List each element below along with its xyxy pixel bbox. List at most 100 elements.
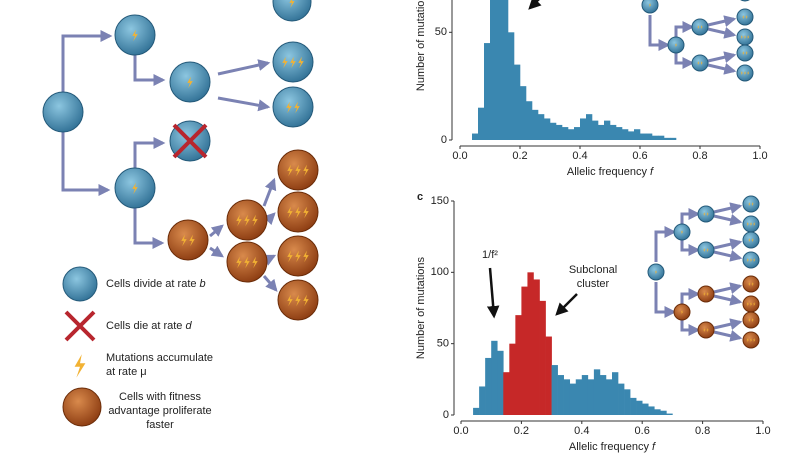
annotation-arrow [528,0,542,10]
bar [569,383,577,415]
mutation-bolt [252,214,258,227]
bar [664,137,671,140]
y-axis-label: Number of mutations [415,0,427,91]
inset-branch [680,208,701,224]
bar [520,86,527,140]
bar [654,409,661,415]
mutation-bolt [748,281,751,287]
mutation-bolt [703,327,706,333]
mutation-bolt [236,214,242,227]
mutation-bolt [706,247,709,253]
bar [490,0,497,140]
mutation-bolt [706,291,709,297]
mutation-bolt [287,164,293,177]
annotation: 1/f² [482,249,498,261]
mutation-bolt [654,269,658,275]
mutation-bolt [745,50,748,56]
mutation-bolt [303,294,309,307]
key-label: faster [146,419,174,431]
bar [586,114,593,140]
bar [508,32,515,140]
bar [544,118,551,140]
inset-branch [713,238,743,251]
mutation-bolt [648,2,652,8]
inset-branch [707,51,737,64]
bar [658,135,665,140]
cell [272,86,314,128]
branch [209,245,224,258]
inset-branch [680,320,701,336]
cell [697,205,715,223]
mutation-bolt [740,70,743,76]
y-tick-label: 0 [441,134,447,146]
mutation-bolt [748,201,751,207]
mutation-bolt [244,214,250,227]
key-text: Cells die at rate [106,320,185,332]
bar [497,350,504,415]
x-tick-label: 0.2 [512,150,527,162]
cell [691,54,709,72]
death-cross [64,310,96,342]
y-tick-label: 50 [437,338,449,350]
mutation-bolt [295,250,301,263]
branch [133,55,166,86]
bar [539,300,546,415]
inset-branch [680,288,701,304]
x-axis-label-text: Allelic frequency [567,166,650,178]
bar [563,379,571,415]
bar [550,122,557,140]
mutation-bolt [749,301,753,307]
bar [478,107,485,140]
histogram: 0.0 0.2 0.4 0.6 0.8 1.0 0 50 Allelic frequency f… [415,0,768,178]
branch [262,275,278,292]
cell [742,195,760,213]
mutation-bolt [697,60,700,66]
inset-branch [707,62,737,75]
cell [641,0,659,14]
key-variable: b [200,278,206,290]
mutation-bolt [706,211,709,217]
y-axis-label: Number of mutations [415,256,427,359]
bar [630,397,637,415]
mutation-bolt [748,237,751,243]
bar [612,372,619,415]
inset-tree [647,195,760,349]
mutation-bolt [751,317,754,323]
key-label: Cells with fitness [119,391,201,403]
bar [515,315,522,415]
bar [485,357,492,415]
branch [217,59,271,76]
inset-branch [713,249,743,262]
bar [574,127,581,140]
cell-tree: Cells divide at rate b Cells die at rate … [42,0,319,431]
bar [581,375,589,415]
bar [502,0,509,140]
mutation-bolt [700,24,703,30]
cell [736,8,754,26]
branch [262,254,277,266]
key-variable: d [185,320,192,332]
mutation-bolt [753,221,756,227]
mutation-bolt [703,291,706,297]
cell [697,321,715,339]
mutation-bolt [746,221,749,227]
branch [133,137,166,168]
mutation-bolt [751,281,754,287]
bar [652,135,659,140]
cell [42,91,84,133]
mutation-bolt [749,221,753,227]
x-tick-label: 1.0 [755,425,770,437]
mutation-bolt [703,211,706,217]
inset-branch [707,26,737,39]
branch [133,208,165,249]
bar [533,279,540,415]
mutation-bolt [303,206,309,219]
inset-branch [654,282,677,318]
mutation-bolt [303,164,309,177]
mutation-bolt [303,250,309,263]
inset-branch [680,240,701,256]
mutation-bolt [287,294,293,307]
branch [209,224,224,238]
x-tick-label: 0.4 [574,425,589,437]
